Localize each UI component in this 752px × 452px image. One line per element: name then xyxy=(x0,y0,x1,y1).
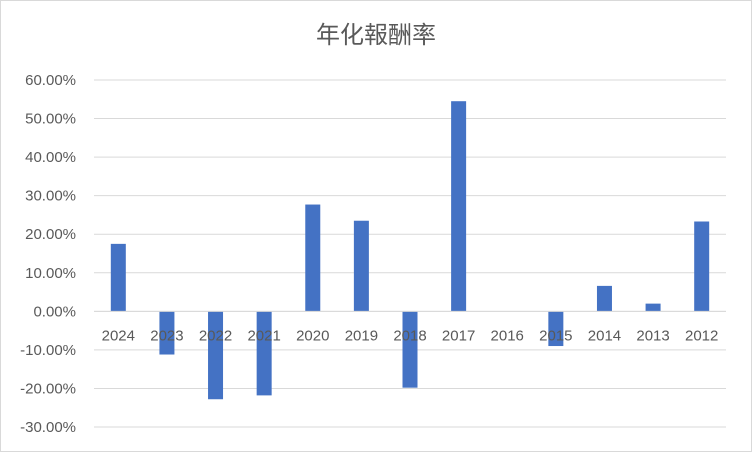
bar xyxy=(596,285,612,312)
x-tick-label: 2018 xyxy=(393,327,426,344)
bar xyxy=(645,303,661,312)
x-tick-label: 2023 xyxy=(150,327,183,344)
x-tick-label: 2012 xyxy=(685,327,718,344)
bar xyxy=(694,221,710,312)
bar xyxy=(353,220,369,312)
x-tick-label: 2024 xyxy=(102,327,135,344)
y-tick-label: 30.00% xyxy=(25,188,76,205)
bar xyxy=(208,311,224,400)
bar xyxy=(159,311,175,355)
bar xyxy=(451,101,467,312)
y-tick-label: 10.00% xyxy=(25,265,76,282)
y-tick-label: 50.00% xyxy=(25,111,76,128)
bar xyxy=(110,243,126,312)
x-tick-label: 2019 xyxy=(345,327,378,344)
x-tick-label: 2015 xyxy=(539,327,572,344)
y-tick-label: 40.00% xyxy=(25,149,76,166)
x-tick-label: 2020 xyxy=(296,327,329,344)
x-tick-label: 2021 xyxy=(247,327,280,344)
bar xyxy=(548,311,564,347)
x-tick-label: 2016 xyxy=(491,327,524,344)
chart-title: 年化報酬率 xyxy=(316,21,436,49)
x-tick-label: 2017 xyxy=(442,327,475,344)
y-tick-label: -10.00% xyxy=(20,342,76,359)
y-tick-label: -20.00% xyxy=(20,380,76,397)
x-tick-label: 2013 xyxy=(636,327,669,344)
bar xyxy=(305,204,321,312)
x-tick-label: 2022 xyxy=(199,327,232,344)
y-tick-label: 0.00% xyxy=(33,303,76,320)
y-tick-label: 20.00% xyxy=(25,226,76,243)
y-tick-label: 60.00% xyxy=(25,72,76,89)
bar xyxy=(402,311,418,388)
bar xyxy=(256,311,272,396)
y-tick-label: -30.00% xyxy=(20,419,76,436)
x-tick-label: 2014 xyxy=(588,327,621,344)
